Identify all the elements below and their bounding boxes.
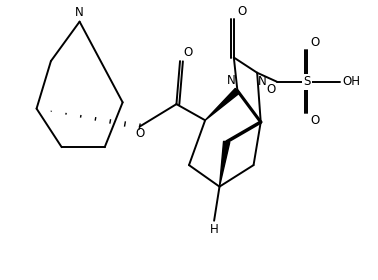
Text: O: O xyxy=(267,83,276,95)
Text: O: O xyxy=(310,114,319,127)
Text: O: O xyxy=(237,5,247,18)
Text: H: H xyxy=(210,223,218,236)
Polygon shape xyxy=(205,88,240,120)
Text: O: O xyxy=(184,46,193,59)
Text: S: S xyxy=(304,75,311,88)
Text: O: O xyxy=(135,127,144,141)
Text: O: O xyxy=(310,36,319,50)
Text: OH: OH xyxy=(342,75,360,88)
Text: N: N xyxy=(75,6,84,19)
Polygon shape xyxy=(220,141,230,187)
Text: N: N xyxy=(227,74,235,87)
Text: N: N xyxy=(258,74,267,88)
